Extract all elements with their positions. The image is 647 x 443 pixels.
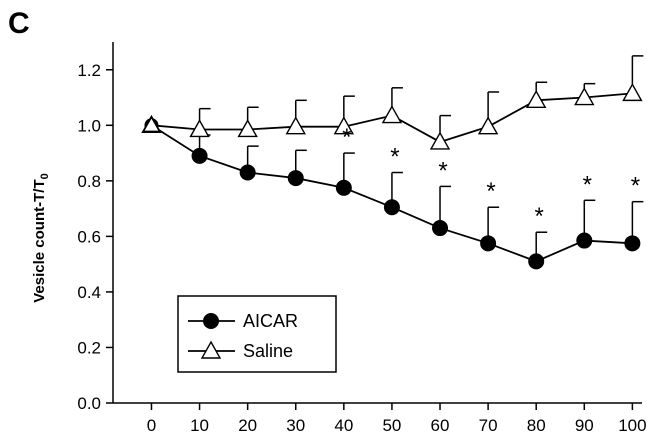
x-tick-label: 30 — [286, 416, 305, 435]
y-tick-label: 0.0 — [77, 394, 101, 413]
saline-point — [622, 82, 643, 102]
significance-star: * — [583, 171, 592, 198]
significance-star: * — [631, 173, 640, 200]
x-tick-label: 70 — [479, 416, 498, 435]
x-ticks: 0 10 20 30 40 50 60 70 80 90 100 — [147, 403, 647, 435]
aicar-point — [287, 170, 304, 187]
y-tick-label: 0.4 — [77, 283, 101, 302]
y-axis-title-main: Vesicle count-T/T — [31, 179, 48, 302]
aicar-point — [480, 235, 497, 252]
significance-stars: * * * * * * * — [342, 124, 640, 230]
significance-star: * — [486, 178, 495, 205]
y-tick-label: 0.2 — [77, 338, 101, 357]
saline-point — [237, 119, 258, 138]
svg-text:Vesicle count-T/T0: Vesicle count-T/T0 — [31, 173, 51, 303]
legend-box — [177, 295, 337, 373]
y-tick-label: 1.2 — [77, 61, 101, 80]
significance-star: * — [438, 157, 447, 184]
aicar-point — [383, 199, 400, 216]
y-axis-title-subscript: 0 — [39, 173, 51, 179]
panel-letter: C — [8, 7, 30, 40]
legend-saline-label: Saline — [243, 341, 293, 361]
saline-point-overlay — [142, 115, 161, 133]
y-ticks: 0.0 0.2 0.4 0.6 0.8 1.0 1.2 — [77, 61, 113, 413]
saline-point — [477, 116, 499, 135]
x-tick-label: 100 — [618, 416, 646, 435]
y-axis-title: Vesicle count-T/T0 — [31, 173, 51, 303]
legend-aicar-marker — [203, 313, 219, 329]
aicar-point — [432, 220, 449, 237]
x-tick-label: 80 — [527, 416, 546, 435]
saline-point — [526, 89, 547, 109]
x-tick-label: 90 — [575, 416, 594, 435]
significance-star: * — [390, 144, 399, 171]
axes — [112, 42, 642, 404]
x-tick-label: 0 — [147, 416, 156, 435]
significance-star: * — [342, 124, 351, 151]
x-tick-label: 50 — [382, 416, 401, 435]
saline-point — [574, 87, 595, 106]
aicar-point — [335, 179, 352, 196]
error-bars — [198, 55, 644, 262]
x-tick-label: 40 — [334, 416, 353, 435]
legend-saline-marker — [200, 340, 222, 359]
saline-point — [189, 119, 210, 138]
aicar-point — [239, 164, 256, 181]
aicar-point — [576, 232, 593, 249]
legend-aicar-label: AICAR — [243, 311, 298, 331]
y-tick-label: 1.0 — [77, 116, 101, 135]
saline-point — [285, 116, 306, 135]
significance-star: * — [535, 203, 544, 230]
aicar-point — [528, 253, 545, 270]
aicar-point — [624, 235, 641, 252]
saline-point — [381, 105, 403, 124]
x-tick-label: 60 — [431, 416, 450, 435]
saline-point — [429, 131, 451, 150]
y-tick-label: 0.6 — [77, 227, 101, 246]
aicar-point — [191, 147, 208, 164]
markers — [141, 82, 643, 270]
x-tick-label: 10 — [190, 416, 209, 435]
saline-point — [333, 116, 355, 135]
legend: AICAR Saline — [177, 295, 337, 373]
x-tick-label: 20 — [238, 416, 257, 435]
y-tick-label: 0.8 — [77, 172, 101, 191]
